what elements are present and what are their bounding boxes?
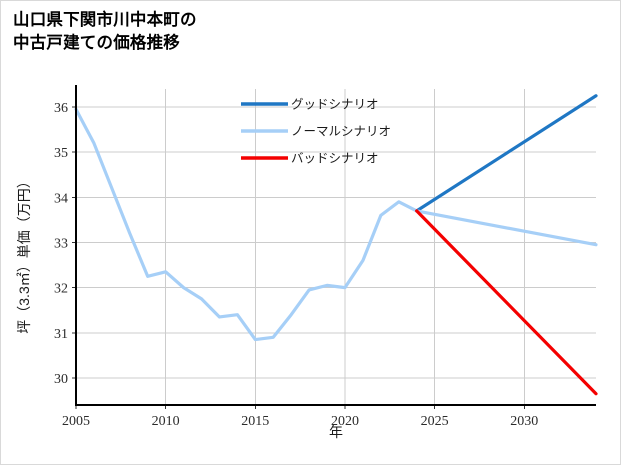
y-tick-label: 31 (54, 327, 68, 342)
y-tick-label: 35 (54, 146, 68, 161)
legend-label: グッドシナリオ (291, 97, 379, 111)
y-tick-label: 36 (54, 101, 68, 116)
legend-label: ノーマルシナリオ (291, 124, 391, 138)
x-tick-label: 2025 (421, 414, 449, 429)
x-axis-title: 年 (329, 424, 343, 440)
legend-label: バッドシナリオ (291, 151, 379, 165)
y-tick-label: 32 (54, 282, 68, 297)
x-tick-label: 2005 (62, 414, 90, 429)
series-layer (74, 94, 598, 396)
series-line (415, 209, 598, 247)
y-tick-label: 30 (54, 372, 68, 387)
y-tick-label: 34 (54, 191, 68, 206)
page-title: 山口県下関市川中本町の 中古戸建ての価格推移 (13, 11, 197, 53)
y-tick-label: 33 (54, 236, 68, 251)
series-line (415, 94, 598, 213)
y-axis-title: 坪（3.3㎡）単価（万円） (16, 174, 32, 333)
x-tick-label: 2020 (331, 414, 359, 429)
x-tick-label: 2015 (241, 414, 269, 429)
series-line (74, 107, 419, 342)
gridlines-layer (76, 89, 596, 405)
x-tick-label: 2010 (152, 414, 180, 429)
x-tick-label: 2030 (510, 414, 538, 429)
series-line (415, 209, 598, 396)
axes-layer (72, 85, 596, 409)
tick-labels-layer: 30 31 32 33 34 35 36 2005 2010 2015 2020 2025 2030 (54, 101, 538, 429)
